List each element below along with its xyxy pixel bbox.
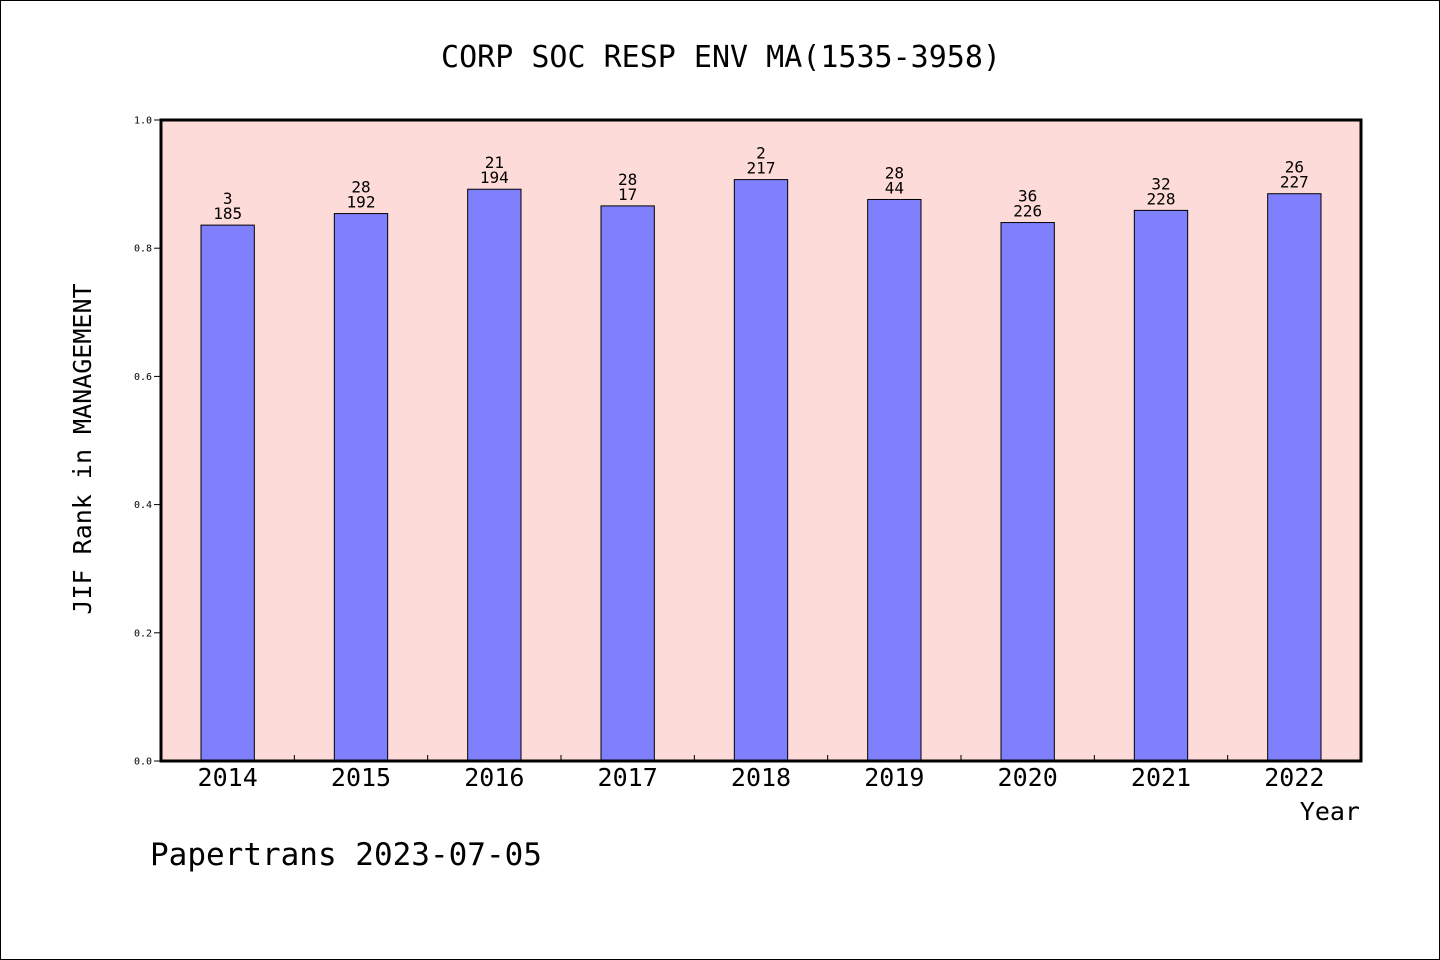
- bar-label-bottom: 192: [347, 193, 376, 212]
- bar-label-top: 2: [756, 144, 766, 163]
- bar: [333, 213, 389, 762]
- bar-label-top: 3: [223, 189, 233, 208]
- bar-label-top: 28: [618, 170, 637, 189]
- x-tick-label: 2019: [864, 763, 924, 792]
- x-axis-label: Year: [1300, 797, 1360, 826]
- x-tick-label: 2020: [998, 763, 1058, 792]
- bar-label-bottom: 185: [213, 204, 242, 223]
- chart-title: CORP SOC RESP ENV MA(1535-3958): [441, 40, 1001, 75]
- bar-label-bottom: 17: [618, 185, 637, 204]
- bar-label-bottom: 226: [1013, 202, 1042, 221]
- bar-label-bottom: 194: [480, 168, 509, 187]
- bar-label-top: 28: [885, 163, 904, 182]
- bar: [733, 179, 789, 762]
- x-tick-label: 2021: [1131, 763, 1191, 792]
- x-tick-label: 2014: [198, 763, 258, 792]
- bar-label-top: 21: [485, 153, 504, 172]
- y-axis: 0.0 0.2 0.4 0.6 0.8 1.0: [134, 116, 161, 768]
- bar: [200, 224, 255, 762]
- y-axis-label: JIF Rank in MANAGEMENT: [68, 283, 97, 614]
- y-tick-label: 1.0: [134, 116, 152, 127]
- bar-label-bottom: 217: [747, 159, 776, 178]
- y-tick-label: 0.8: [134, 244, 152, 255]
- plot-area-border: [159, 118, 1363, 763]
- bar: [1267, 193, 1322, 762]
- bar-label-bottom: 228: [1147, 189, 1176, 208]
- bar: [600, 205, 655, 762]
- bar-label-bottom: 227: [1280, 173, 1309, 192]
- x-tick-label: 2018: [731, 763, 791, 792]
- x-tick-label: 2022: [1264, 763, 1324, 792]
- y-tick-label: 0.6: [134, 372, 152, 383]
- bar: [1133, 209, 1189, 762]
- bar-label-top: 36: [1018, 187, 1037, 206]
- bar-label-top: 26: [1285, 158, 1304, 177]
- bar: [1000, 222, 1055, 762]
- x-tick-label: 2017: [598, 763, 658, 792]
- y-tick-label: 0.0: [134, 757, 152, 768]
- bar-series: [200, 179, 1322, 762]
- footer-note: Papertrans 2023-07-05: [150, 837, 542, 873]
- bar-label-top: 32: [1151, 174, 1170, 193]
- x-tick-label: 2016: [464, 763, 524, 792]
- bar: [467, 188, 522, 762]
- x-axis: 2014 2015 2016 2017 2018 2019 2020 2021 2022: [198, 755, 1324, 792]
- bar-label-top: 28: [351, 178, 370, 197]
- y-tick-label: 0.4: [134, 500, 152, 511]
- y-tick-label: 0.2: [134, 628, 152, 639]
- bar-label-bottom: 44: [885, 178, 904, 197]
- x-tick-label: 2015: [331, 763, 391, 792]
- bar: [867, 198, 922, 762]
